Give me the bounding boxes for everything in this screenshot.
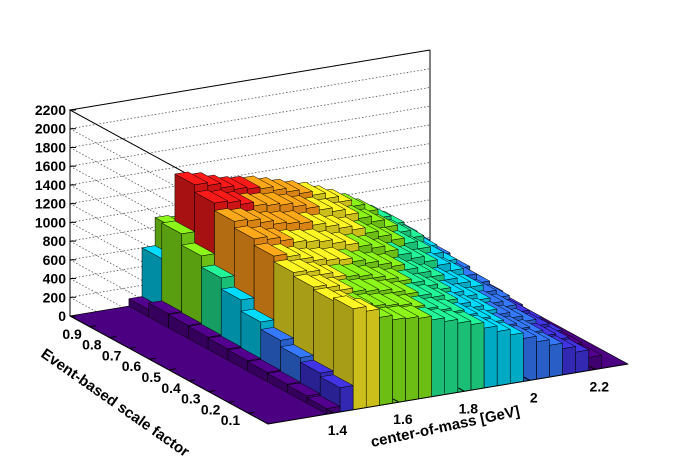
bar-face-top [220, 286, 255, 301]
bar-face-front [418, 315, 432, 400]
bar-face-front [352, 306, 367, 411]
tick-labels: 0 200 400 600 800 1000 1200 1400 1600 1800 2000 220… [35, 102, 609, 438]
bar-face-front [483, 325, 498, 389]
y-tick-mark [149, 357, 156, 360]
bar-face-front [470, 322, 485, 391]
y-tick-mark [248, 411, 255, 414]
z-tick-label: 600 [43, 252, 67, 268]
x-tick-label: 2 [530, 389, 538, 405]
bar-face-front [496, 329, 511, 387]
z-tick-label: 1600 [35, 158, 66, 174]
bar-face-top [207, 335, 242, 350]
x-tick-mark [458, 387, 465, 392]
y-tick-mark [228, 400, 236, 403]
bar-face-front [431, 317, 445, 397]
bar-face-top [187, 323, 222, 338]
bar-face-top [319, 374, 354, 388]
x-tick-label: 2.2 [590, 378, 610, 394]
x-tick-label: 1.8 [459, 400, 479, 416]
frame-edge [69, 315, 629, 425]
z-tick-label: 200 [43, 289, 67, 305]
y-tick-label: 0.9 [62, 326, 82, 342]
bar-face-front [509, 332, 524, 384]
y-tick-label: 0.6 [122, 358, 142, 374]
x-tick-mark [327, 409, 334, 414]
y-tick-mark [109, 336, 117, 339]
bar-face-front [392, 317, 406, 404]
bar-face-front [379, 315, 393, 406]
bar-face-top [286, 382, 321, 397]
bar-face-top [260, 327, 295, 341]
bar-face-top [200, 264, 236, 279]
x-axis-label: center-of-mass [GeV] [369, 403, 521, 451]
z-tick-label: 800 [43, 233, 67, 249]
bar-face-top [233, 225, 268, 240]
bar-face-front [339, 385, 354, 413]
bar-face-top [227, 347, 262, 361]
y-tick-label: 0.7 [102, 347, 122, 363]
bar-face-top [332, 295, 367, 309]
y-tick-label: 0.5 [142, 369, 162, 385]
bar-face-top [279, 344, 315, 358]
bar-face-front [457, 320, 472, 393]
y-tick-label: 0.8 [82, 337, 102, 353]
z-tick-label: 1000 [35, 214, 66, 230]
bar-face-front [523, 335, 537, 382]
bar-face-front [365, 308, 380, 408]
bar-face-top [273, 259, 308, 273]
z-tick-label: 400 [43, 271, 67, 287]
x-tick-mark [523, 376, 531, 381]
bar-face-top [306, 395, 341, 409]
x-tick-mark [589, 365, 596, 370]
bar-face-top [213, 208, 249, 222]
bar-face-front [562, 346, 576, 376]
z-tick-label: 1400 [35, 177, 66, 193]
bar-face-top [161, 220, 196, 235]
lego-bar [332, 295, 367, 411]
y-tick-label: 0.3 [181, 391, 201, 407]
bar-face-top [299, 359, 335, 374]
bar-face-top [147, 300, 183, 314]
front-frame [69, 315, 629, 425]
x-tick-mark [392, 398, 400, 403]
bar-face-front [549, 342, 563, 378]
y-tick-mark [129, 346, 137, 349]
y-tick-mark [89, 325, 97, 328]
bar-face-top [240, 308, 275, 323]
y-tick-label: 0.4 [161, 380, 181, 396]
x-tick-label: 1.4 [328, 422, 348, 438]
z-tick-label: 2200 [35, 102, 66, 118]
bar-face-front [405, 316, 419, 402]
y-tick-label: 0.1 [221, 412, 241, 428]
z-tick-label: 1800 [35, 139, 66, 155]
z-tick-label: 2000 [35, 121, 66, 137]
bar-face-top [266, 370, 302, 385]
bar-face-top [167, 312, 203, 326]
bar-face-top [180, 242, 216, 257]
z-tick-label: 1200 [35, 196, 66, 212]
bar-face-front [575, 349, 589, 373]
bar-face-front [444, 319, 459, 395]
bar-face-top [292, 273, 328, 288]
y-tick-mark [168, 368, 176, 371]
z-tick-label: 0 [58, 308, 66, 324]
x-tick-label: 1.6 [393, 411, 413, 427]
bar-face-top [193, 189, 229, 204]
lego-bars [128, 171, 603, 415]
bar-face-top [174, 171, 209, 186]
y-tick-mark [208, 390, 216, 393]
bar-face-top [246, 359, 282, 373]
y-tick-label: 0.2 [201, 401, 221, 417]
bar-face-front [536, 339, 550, 380]
y-tick-mark [188, 379, 196, 382]
bar-face-top [253, 242, 288, 257]
